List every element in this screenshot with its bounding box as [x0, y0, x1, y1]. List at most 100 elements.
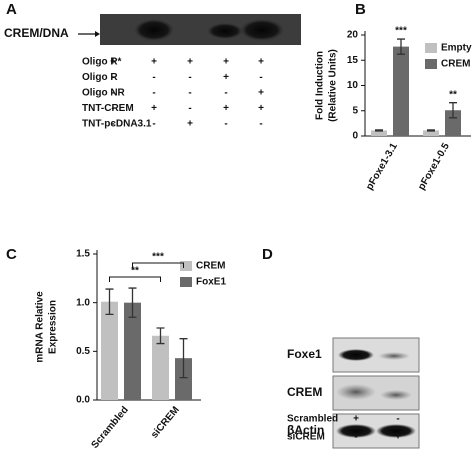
sign: - [111, 103, 114, 114]
sign: - [224, 88, 227, 99]
x-tick-label: pFoxe1-0.5 [416, 141, 452, 192]
band-label: CREM/DNA [4, 26, 69, 40]
row-label: TNT-pcDNA3.1 [82, 119, 152, 130]
gel-band [207, 23, 243, 39]
bar [423, 130, 439, 136]
gel-band [134, 19, 174, 41]
sign: + [110, 57, 116, 68]
legend-swatch [180, 261, 192, 271]
blot-band [338, 349, 374, 361]
y-axis-label: Expression [48, 300, 59, 354]
bracket [109, 276, 161, 282]
legend-swatch [425, 59, 437, 69]
significance: *** [395, 26, 407, 37]
bar [371, 130, 387, 136]
sign: + [395, 432, 401, 443]
sign: + [187, 119, 193, 130]
y-axis-label: mRNA Relative [35, 291, 46, 363]
sign: - [188, 103, 191, 114]
sign: + [258, 88, 264, 99]
sign: - [111, 72, 114, 83]
y-tick-label: 1.5 [76, 249, 90, 260]
sign: - [152, 72, 155, 83]
bar [445, 110, 461, 136]
legend-label: CREM [196, 261, 225, 272]
band-label: βActin [287, 423, 324, 437]
sign: + [187, 57, 193, 68]
y-tick-label: 20 [347, 30, 359, 41]
significance: *** [152, 252, 164, 263]
legend-swatch [425, 43, 437, 53]
panel-label: B [355, 1, 366, 18]
x-tick-label: Scrambled [90, 405, 131, 451]
y-tick-label: 0 [352, 131, 358, 142]
blot-band [378, 352, 410, 360]
row-label: TNT-CREM [82, 103, 134, 114]
y-tick-label: 10 [347, 80, 359, 91]
significance: ** [131, 266, 139, 277]
error-bar [156, 327, 165, 345]
legend-label: FoxE1 [196, 277, 226, 288]
sign: - [188, 88, 191, 99]
error-bar [179, 338, 188, 379]
sign: + [353, 414, 359, 425]
y-tick-label: 0.5 [76, 346, 90, 357]
error-bar [128, 287, 137, 318]
x-tick-label: pFoxe1-3.1 [364, 141, 400, 192]
significance: ** [449, 89, 457, 100]
band-label: Foxe1 [287, 347, 322, 361]
legend-swatch [180, 277, 192, 287]
sign: - [152, 119, 155, 130]
sign: - [259, 119, 262, 130]
blot-band [336, 384, 376, 400]
blot [332, 337, 420, 449]
x-tick-label: siCREM [149, 405, 182, 441]
arrow-head [95, 31, 100, 37]
sign: + [223, 103, 229, 114]
row-label: Oligo R [82, 72, 118, 83]
sign: - [152, 88, 155, 99]
sign: + [151, 57, 157, 68]
bar [101, 301, 118, 400]
sign: - [396, 414, 399, 425]
band-label: CREM [287, 385, 322, 399]
blot-band [376, 424, 416, 438]
panel-label: A [6, 1, 17, 18]
sign: + [258, 57, 264, 68]
error-bar [375, 129, 383, 132]
sign: - [224, 119, 227, 130]
blot-band [380, 390, 412, 400]
row-label: Scrambled [287, 414, 338, 425]
panel-label: C [6, 246, 17, 263]
sign: - [111, 88, 114, 99]
sign: - [259, 72, 262, 83]
panel-label: D [262, 246, 273, 263]
sign: - [111, 119, 114, 130]
y-tick-label: 15 [347, 55, 359, 66]
sign: + [223, 72, 229, 83]
error-bar [105, 288, 114, 315]
y-axis-label: Fold Induction [315, 51, 326, 120]
y-tick-label: 0.0 [76, 395, 90, 406]
bar [175, 358, 192, 400]
blot-band [336, 424, 376, 438]
gel-band [240, 19, 284, 41]
y-axis-label: (Relative Units) [328, 49, 339, 122]
legend-label: CREM [441, 59, 470, 70]
bar [124, 302, 141, 400]
sign: + [151, 103, 157, 114]
error-bar [397, 38, 405, 55]
row-label: siCREM [287, 432, 325, 443]
bar [152, 335, 169, 400]
legend-label: Empty [441, 43, 472, 54]
bracket [132, 262, 184, 268]
error-bar [427, 129, 435, 132]
error-bar [449, 102, 457, 119]
row-label: Oligo NR [82, 88, 126, 99]
y-tick-label: 1.0 [76, 297, 90, 308]
bar [393, 46, 409, 136]
y-tick-label: 5 [352, 105, 358, 116]
sign: - [354, 432, 357, 443]
sign: - [188, 72, 191, 83]
